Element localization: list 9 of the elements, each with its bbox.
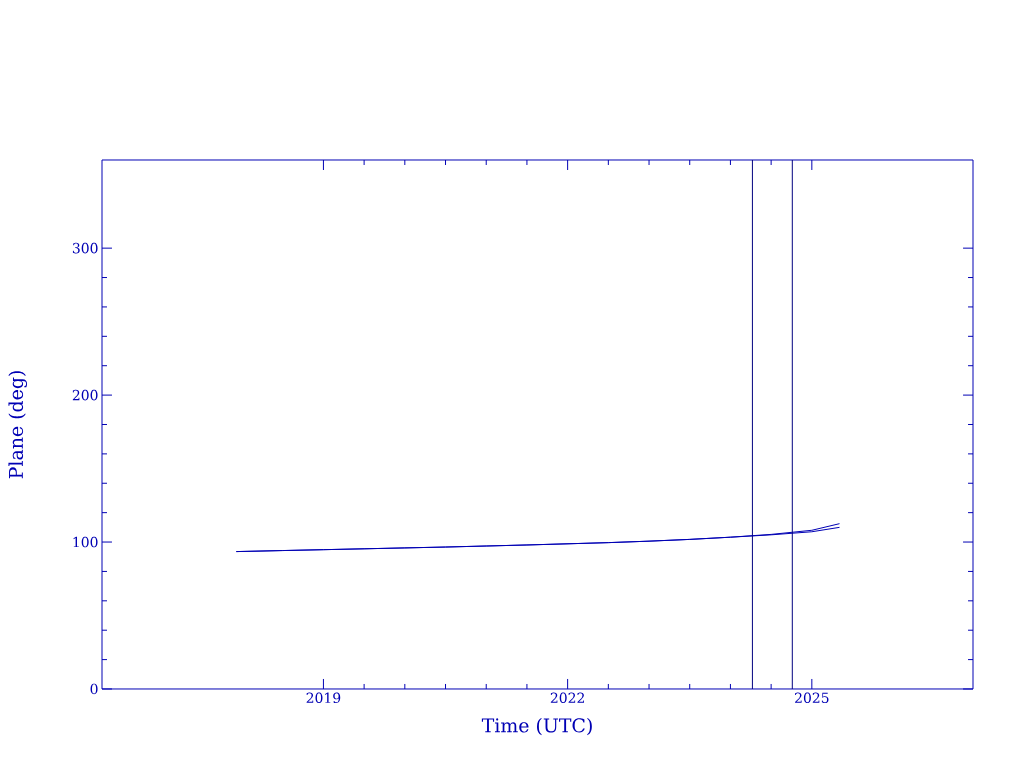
x-axis-title: Time (UTC) [481,717,592,736]
y-tick-label: 100 [73,536,98,548]
x-tick-label: 2019 [306,692,341,704]
y-tick-label: 0 [90,683,98,695]
y-tick-label: 200 [72,389,98,401]
x-tick-label: 2025 [795,692,829,704]
x-tick-label: 2022 [550,692,585,704]
y-tick-label: 300 [72,242,98,254]
y-axis-title: Plane (deg) [8,371,28,479]
